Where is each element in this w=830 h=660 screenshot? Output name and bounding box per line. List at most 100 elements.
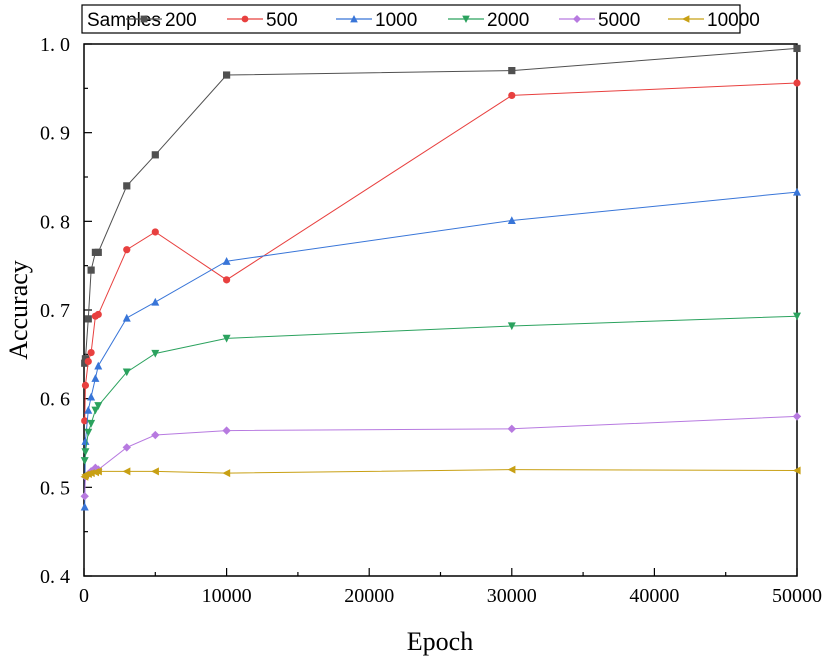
x-tick-label: 30000 — [487, 585, 537, 607]
marker-triangle-left — [122, 467, 131, 476]
marker-circle — [123, 246, 131, 254]
marker-triangle-left — [86, 469, 95, 478]
legend-entry-200: 200 — [126, 10, 197, 31]
marker-triangle-down — [462, 15, 470, 23]
marker-triangle-up — [87, 392, 96, 401]
legend-label: 200 — [165, 10, 197, 31]
marker-triangle-down — [80, 457, 89, 465]
marker-triangle-left — [682, 15, 690, 23]
marker-triangle-down — [793, 312, 801, 321]
marker-diamond — [80, 492, 89, 501]
x-tick-label: 50000 — [772, 585, 822, 607]
marker-triangle-up — [151, 297, 160, 306]
marker-circle — [151, 228, 159, 236]
legend-entry-10000: 10000 — [668, 10, 760, 31]
marker-triangle-down — [94, 402, 103, 410]
marker-triangle-down — [122, 368, 131, 377]
marker-square — [151, 151, 159, 159]
marker-circle — [94, 310, 102, 319]
series-200 — [81, 44, 801, 367]
marker-square — [223, 71, 231, 79]
marker-square — [81, 355, 90, 363]
marker-triangle-up — [222, 257, 231, 265]
legend: Samples 200 500 1000 2000 5000 10000 — [81, 4, 760, 34]
plot-frame — [83, 43, 798, 577]
legend-label: 5000 — [598, 10, 640, 31]
series-line-200 — [84, 47, 798, 364]
marker-triangle-up — [91, 374, 100, 382]
marker-diamond — [792, 412, 802, 421]
marker-diamond — [507, 424, 516, 434]
marker-circle — [793, 79, 801, 87]
x-tick-label: 20000 — [344, 585, 394, 607]
y-tick-label: 0. 9 — [40, 123, 70, 145]
legend-entry-5000: 5000 — [559, 10, 640, 31]
marker-triangle-left — [151, 467, 159, 476]
marker-triangle-down — [222, 334, 231, 343]
legend-label: 500 — [266, 10, 298, 31]
series-10000 — [80, 465, 801, 481]
marker-triangle-up — [122, 313, 131, 322]
marker-triangle-up — [80, 502, 89, 511]
series-2000 — [80, 312, 801, 465]
y-axis-title: Accuracy — [4, 260, 33, 360]
marker-triangle-down — [151, 349, 160, 358]
marker-triangle-up — [507, 216, 516, 225]
series-5000 — [80, 412, 802, 501]
y-tick-label: 0. 7 — [40, 300, 70, 322]
marker-triangle-left — [94, 467, 102, 476]
marker-triangle-up — [350, 15, 358, 23]
marker-square — [793, 44, 801, 53]
marker-circle — [508, 91, 516, 100]
marker-circle — [84, 357, 92, 366]
marker-triangle-left — [222, 469, 231, 478]
marker-circle — [223, 276, 231, 284]
marker-square — [140, 15, 148, 23]
marker-square — [508, 67, 516, 75]
marker-triangle-up — [94, 361, 103, 370]
marker-triangle-up — [793, 187, 801, 196]
marker-diamond — [122, 443, 131, 452]
x-axis-title: Epoch — [407, 627, 473, 656]
legend-entry-1000: 1000 — [336, 10, 417, 31]
marker-triangle-left — [507, 465, 516, 474]
marker-diamond — [222, 426, 231, 435]
x-tick-label: 0 — [79, 585, 89, 607]
marker-square — [94, 248, 102, 256]
marker-circle — [81, 417, 89, 425]
marker-triangle-down — [84, 428, 93, 437]
axes: 0 10000 20000 30000 40000 50000 0. 4 0. 5 0. 6 0.… — [40, 34, 822, 607]
marker-diamond — [573, 15, 581, 23]
marker-square — [123, 182, 131, 190]
marker-triangle-down — [81, 448, 90, 457]
legend-title: Samples — [87, 10, 161, 31]
marker-circle — [241, 15, 249, 23]
legend-label: 1000 — [375, 10, 417, 31]
y-tick-label: 0. 5 — [40, 477, 70, 499]
marker-circle — [81, 381, 90, 389]
legend-entry-500: 500 — [227, 10, 298, 31]
x-tick-label: 10000 — [202, 585, 252, 607]
marker-triangle-up — [81, 437, 90, 445]
y-tick-label: 0. 6 — [40, 389, 70, 411]
marker-triangle-left — [792, 466, 801, 475]
legend-frame — [81, 4, 741, 34]
marker-square — [81, 359, 89, 367]
marker-triangle-up — [84, 405, 93, 414]
marker-diamond — [151, 430, 160, 440]
series-line-500 — [84, 82, 798, 421]
series-1000 — [80, 187, 801, 511]
marker-circle — [87, 348, 95, 357]
series-line-2000 — [84, 315, 798, 461]
legend-label: 10000 — [707, 10, 760, 31]
series-line-5000 — [84, 415, 798, 497]
y-tick-label: 0. 4 — [40, 566, 70, 588]
marker-square — [84, 315, 92, 323]
y-tick-label: 1. 0 — [40, 34, 70, 56]
x-tick-label: 40000 — [629, 585, 679, 607]
series-line-1000 — [84, 191, 798, 507]
marker-triangle-down — [91, 406, 100, 415]
series-line-10000 — [84, 469, 798, 477]
legend-entry-2000: 2000 — [448, 10, 529, 31]
